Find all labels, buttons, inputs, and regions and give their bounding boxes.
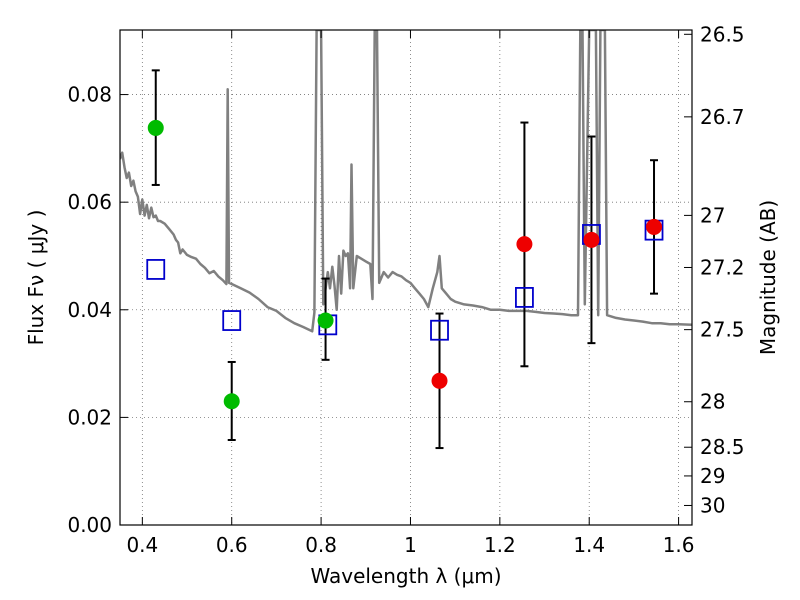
y2-tick-label: 29 — [700, 464, 725, 488]
y2-tick-label: 30 — [700, 493, 725, 517]
x-tick-label: 0.8 — [305, 533, 337, 557]
model-square-point — [515, 287, 534, 308]
x-tick-label: 1.6 — [663, 533, 695, 557]
y2-axis-label: Magnitude (AB) — [756, 200, 780, 355]
x-tick-label: 0.6 — [216, 533, 248, 557]
y-axis-label: Flux Fν ( μJy ) — [24, 210, 48, 346]
y-tick-label: 0.06 — [67, 190, 112, 214]
photometry-point — [646, 218, 663, 235]
y-tick-label: 0.08 — [67, 83, 112, 107]
axis-tick-labels: 0.4 0.6 0.8 1 1.2 1.4 1.6 0.00 0.02 0.04 0.06 0.08 2… — [67, 22, 744, 557]
x-tick-label: 0.4 — [126, 533, 158, 557]
x-tick-label: 1.4 — [573, 533, 605, 557]
y2-tick-label: 26.7 — [700, 105, 745, 129]
y2-tick-label: 27.2 — [700, 255, 745, 279]
photometry-point — [223, 393, 240, 410]
y2-tick-label: 27.5 — [700, 318, 745, 342]
photometry-point — [583, 231, 600, 248]
photometry-point — [317, 312, 334, 329]
plot-frame — [119, 29, 693, 526]
spectrum-line — [120, 30, 692, 333]
photometry-point — [516, 236, 533, 253]
model-square-layer — [146, 219, 664, 341]
spectrum-layer — [120, 30, 692, 333]
model-square-point — [430, 319, 449, 341]
y2-tick-label: 27 — [700, 203, 725, 227]
y2-tick-label: 28.5 — [700, 435, 745, 459]
x-tick-label: 1.2 — [484, 533, 516, 557]
photometry-point — [431, 372, 448, 389]
axis-ticks — [120, 30, 692, 526]
y2-tick-label: 26.5 — [700, 22, 745, 46]
y2-tick-label: 28 — [700, 390, 725, 414]
photometry-point — [147, 119, 164, 136]
y-tick-label: 0.04 — [67, 298, 112, 322]
x-tick-label: 1 — [404, 533, 417, 557]
y-tick-label: 0.02 — [67, 405, 112, 429]
y-tick-label: 0.00 — [67, 513, 112, 537]
x-axis-label: Wavelength λ (μm) — [310, 564, 501, 588]
data-point-layer — [147, 119, 663, 410]
model-square-point — [222, 310, 242, 331]
model-square-point — [146, 259, 166, 280]
